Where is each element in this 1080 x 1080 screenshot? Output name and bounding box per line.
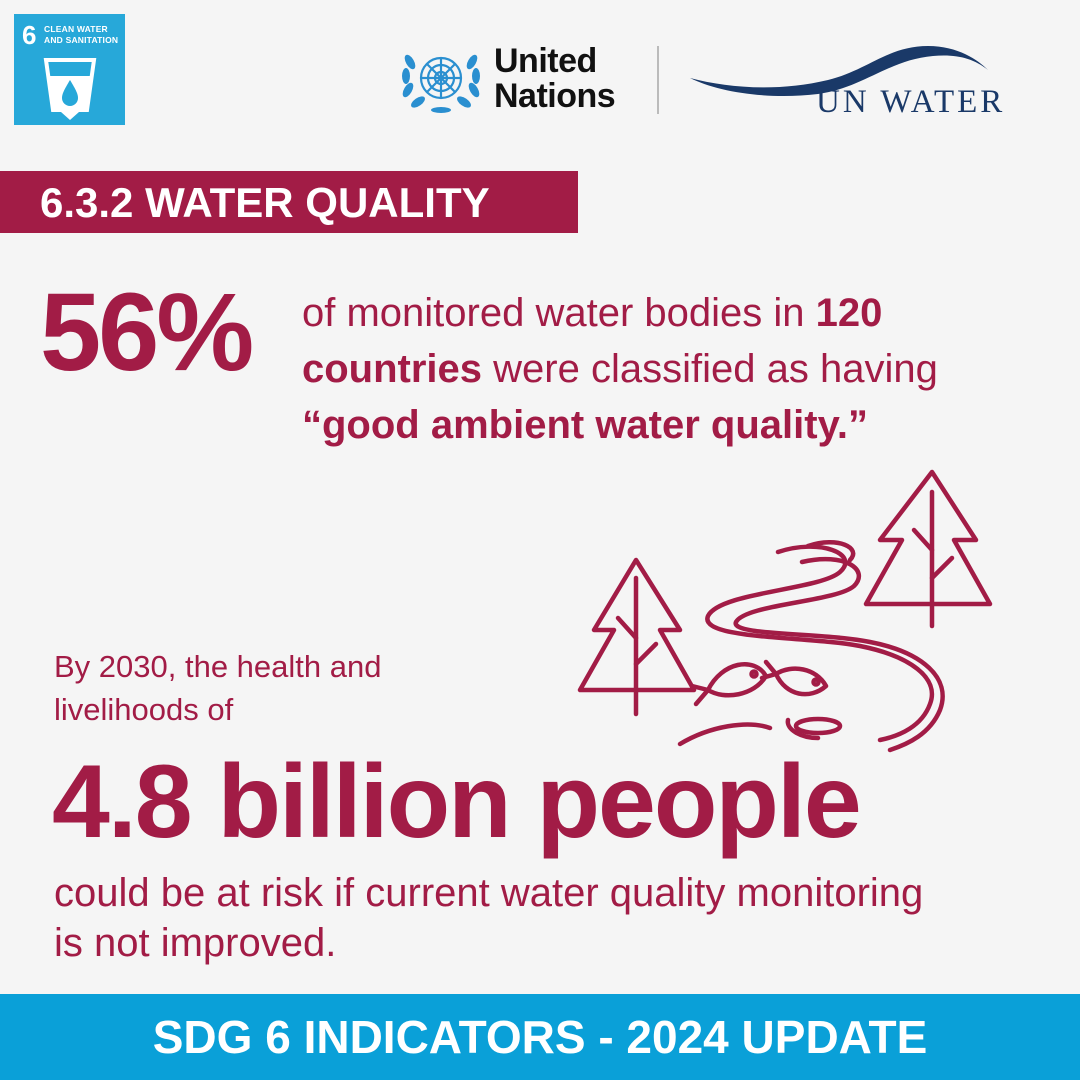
un-emblem-icon (402, 54, 480, 113)
stat2-intro: By 2030, the health and livelihoods of (54, 649, 382, 727)
stat2-outro: could be at risk if current water qualit… (54, 871, 924, 965)
un-line1: United (494, 42, 597, 80)
stat1-part2: were classified as having (482, 347, 938, 391)
sdg-title-line1: CLEAN WATER (44, 24, 108, 34)
indicator-title: 6.3.2 WATER QUALITY (40, 179, 490, 226)
un-line2: Nations (494, 77, 616, 115)
footer-bar: SDG 6 INDICATORS - 2024 UPDATE (0, 994, 1080, 1080)
stat2-value: 4.8 billion people (52, 744, 862, 860)
stat1-part1: of monitored water bodies in (302, 291, 816, 335)
sdg-title: CLEAN WATER AND SANITATION (44, 24, 118, 46)
stat1-description: of monitored water bodies in 120 countri… (302, 285, 982, 453)
water-glass-drop-icon (43, 58, 97, 120)
united-nations-wordmark: United Nations (494, 42, 616, 115)
stat1-value: 56% (40, 271, 254, 394)
logo-divider (657, 46, 659, 114)
unwater-swoosh-icon (690, 46, 988, 97)
stat1-bold1: 120 countries (302, 291, 883, 391)
unwater-wordmark: UN WATER (816, 84, 1006, 120)
sdg-title-line2: AND SANITATION (44, 35, 119, 45)
trees-river-fish-icon (577, 469, 993, 753)
stat1-bold2: “good ambient water quality.” (302, 403, 868, 447)
sdg-number: 6 (22, 20, 37, 50)
indicator-banner: 6.3.2 WATER QUALITY (0, 171, 578, 233)
sdg6-tile: 6 CLEAN WATER AND SANITATION (14, 14, 125, 125)
footer-text: SDG 6 INDICATORS - 2024 UPDATE (152, 1011, 928, 1063)
